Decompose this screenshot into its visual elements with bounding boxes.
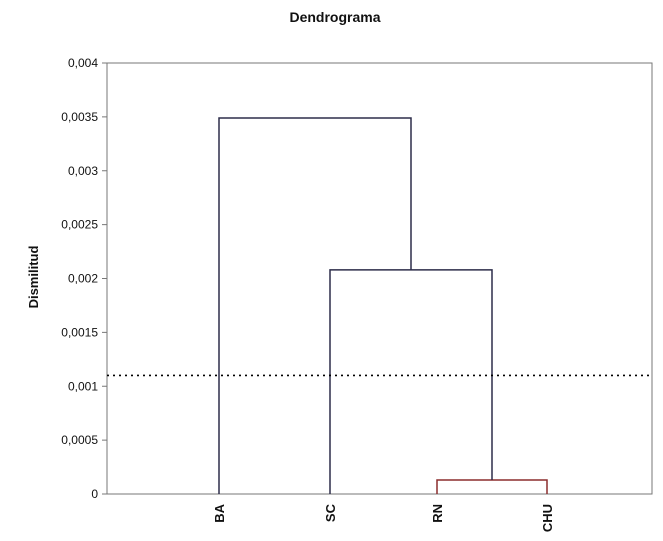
y-tick-label: 0,003 [68, 164, 98, 178]
y-tick-label: 0,0015 [61, 325, 98, 339]
y-tick-label: 0,0005 [61, 433, 98, 447]
leaf-label-ba: BA [212, 503, 227, 522]
leaf-label-rn: RN [430, 504, 445, 523]
y-tick-label: 0,004 [68, 56, 98, 70]
leaf-label-sc: SC [323, 503, 338, 522]
dendrogram-link-1 [436, 479, 548, 494]
y-axis-ticks: 0 0,0005 0,001 0,0015 0,002 0,0025 0,003 0,0035… [61, 56, 107, 501]
dendrogram-link-2 [329, 269, 493, 494]
y-tick-label: 0,0025 [61, 218, 98, 232]
leaf-labels: BA SC RN CHU [212, 503, 555, 532]
y-tick-label: 0 [91, 487, 98, 501]
leaf-label-chu: CHU [540, 504, 555, 532]
chart-title: Dendrograma [289, 9, 380, 25]
plot-frame [106, 62, 653, 495]
y-tick-label: 0,0035 [61, 110, 98, 124]
y-tick-label: 0,002 [68, 272, 98, 286]
dendrogram-links [218, 117, 548, 494]
dendrogram-link-3 [218, 117, 412, 494]
y-tick-label: 0,001 [68, 379, 98, 393]
y-axis-label: Dismilitud [26, 246, 41, 309]
